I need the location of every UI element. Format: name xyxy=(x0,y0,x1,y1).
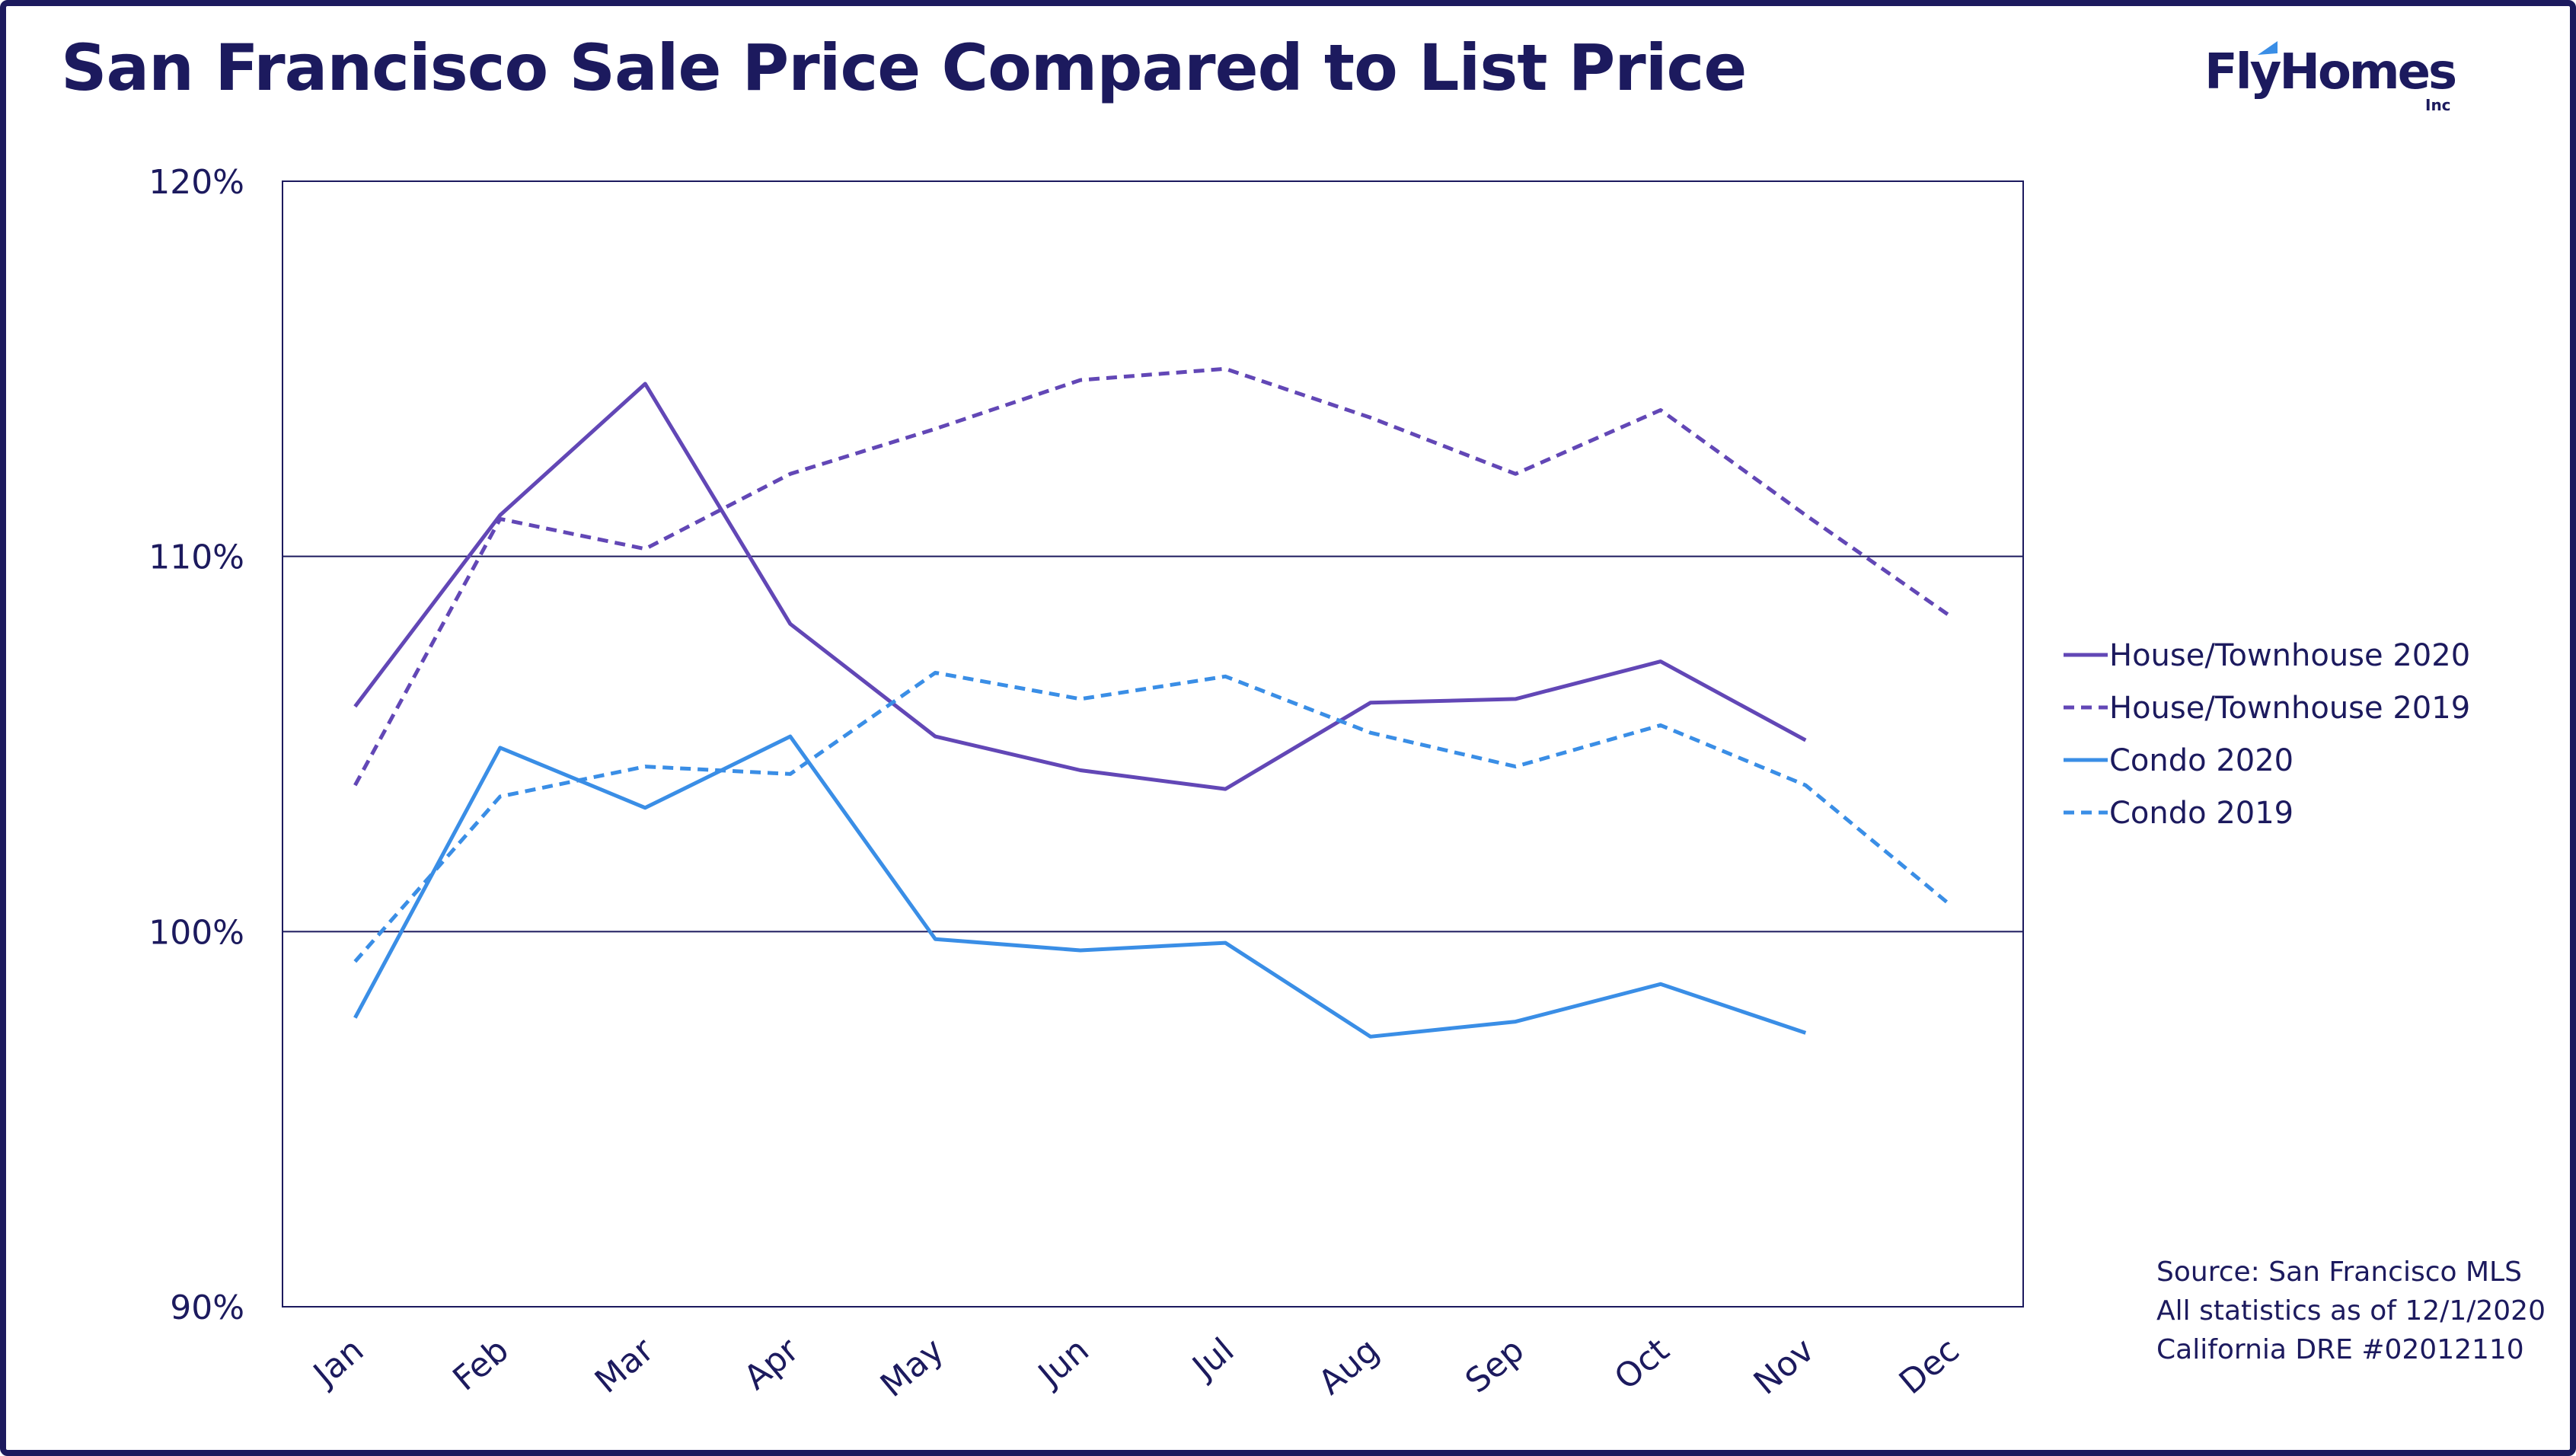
plot-area xyxy=(282,180,2024,1308)
series-line xyxy=(353,366,1952,787)
series-line xyxy=(353,670,1952,963)
logo-wordmark: FlyHomes xyxy=(2204,44,2457,101)
legend-entry: House/Townhouse 2020 xyxy=(2109,638,2470,673)
x-tick-label: Jan xyxy=(305,1330,371,1395)
series-line xyxy=(353,382,1807,791)
x-tick-label: Jul xyxy=(1184,1330,1242,1387)
flyhomes-logo: FlyHomes Inc xyxy=(2204,37,2463,120)
x-tick-label: Aug xyxy=(1311,1330,1387,1402)
logo-flag-icon xyxy=(2258,41,2278,55)
legend-entry: Condo 2020 xyxy=(2109,743,2294,778)
x-tick-label: Nov xyxy=(1747,1330,1822,1402)
x-tick-label: Dec xyxy=(1892,1330,1967,1402)
x-tick-label: Oct xyxy=(1607,1330,1677,1397)
legend-entry: Condo 2019 xyxy=(2109,796,2294,831)
y-tick-label: 110% xyxy=(148,538,244,577)
x-tick-label: Sep xyxy=(1458,1330,1531,1400)
x-tick-label: May xyxy=(873,1330,951,1405)
x-tick-label: Feb xyxy=(445,1330,516,1398)
legend-entry: House/Townhouse 2019 xyxy=(2109,691,2470,726)
x-tick-label: Apr xyxy=(737,1330,807,1398)
chart-title: San Francisco Sale Price Compared to Lis… xyxy=(61,30,1747,105)
y-tick-label: 120% xyxy=(148,163,244,202)
source-note: Source: San Francisco MLS All statistics… xyxy=(2156,1253,2546,1369)
source-date-line: All statistics as of 12/1/2020 xyxy=(2156,1295,2546,1327)
x-tick-label: Mar xyxy=(588,1330,662,1401)
source-dre-line: California DRE #02012110 xyxy=(2156,1334,2524,1365)
y-tick-label: 90% xyxy=(170,1288,244,1327)
logo-sub: Inc xyxy=(2425,96,2451,114)
source-line: Source: San Francisco MLS xyxy=(2156,1256,2522,1288)
x-tick-label: Jun xyxy=(1029,1330,1096,1395)
y-tick-label: 100% xyxy=(148,913,244,952)
series-line xyxy=(353,734,1807,1039)
